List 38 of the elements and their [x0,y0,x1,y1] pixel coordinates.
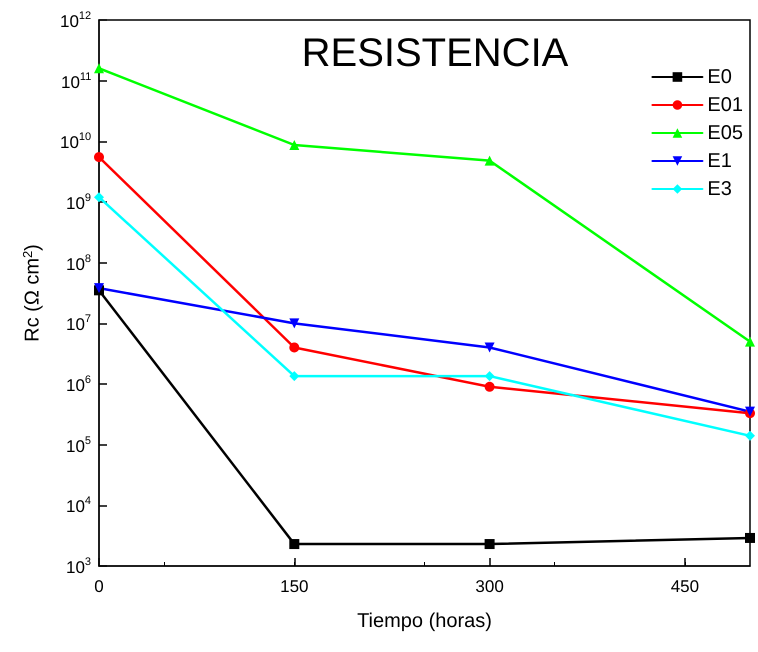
point [94,192,104,202]
point [289,318,300,328]
point [289,539,300,550]
y-tick-label: 10$^{8}$ [66,252,92,275]
point [484,371,495,382]
x-tick-label: 450 [670,577,700,596]
point [94,63,104,74]
point [745,532,755,543]
legend-label: E3 [707,178,732,200]
y-tick-label: 10$^{5}$ [66,434,92,457]
x-tick-label: 150 [280,577,308,596]
point [484,156,495,166]
point [745,336,755,347]
point [289,371,300,382]
chart-title: RESISTENCIA [302,31,569,75]
point [484,382,495,392]
y-tick-label: 10$^{9}$ [66,192,92,214]
y-tick-label: 10$^{7}$ [66,313,92,336]
point [289,342,300,352]
x-tick-label: 300 [475,577,504,596]
y-tick-label: 10$^{12}$ [60,10,92,32]
point [289,140,300,150]
legend-label: E1 [707,150,732,172]
x-tick-label: 0 [94,577,104,596]
point [484,539,495,550]
legend-label: E0 [707,66,732,88]
legend-label: E01 [707,94,744,116]
y-tick-label: 10$^{3}$ [66,556,92,578]
y-tick-label: 10$^{4}$ [66,495,92,518]
y-tick-label: 10$^{11}$ [61,70,92,93]
legend-label: E05 [707,122,744,144]
point [94,152,104,162]
y-tick-label: 10$^{10}$ [60,131,92,154]
y-tick-label: 10$^{6}$ [66,374,92,396]
x-axis-title: Tiempo (horas) [357,610,492,632]
y-axis-title: Rc (Ω cm2) [20,244,44,342]
point [484,342,495,352]
point [745,430,755,441]
